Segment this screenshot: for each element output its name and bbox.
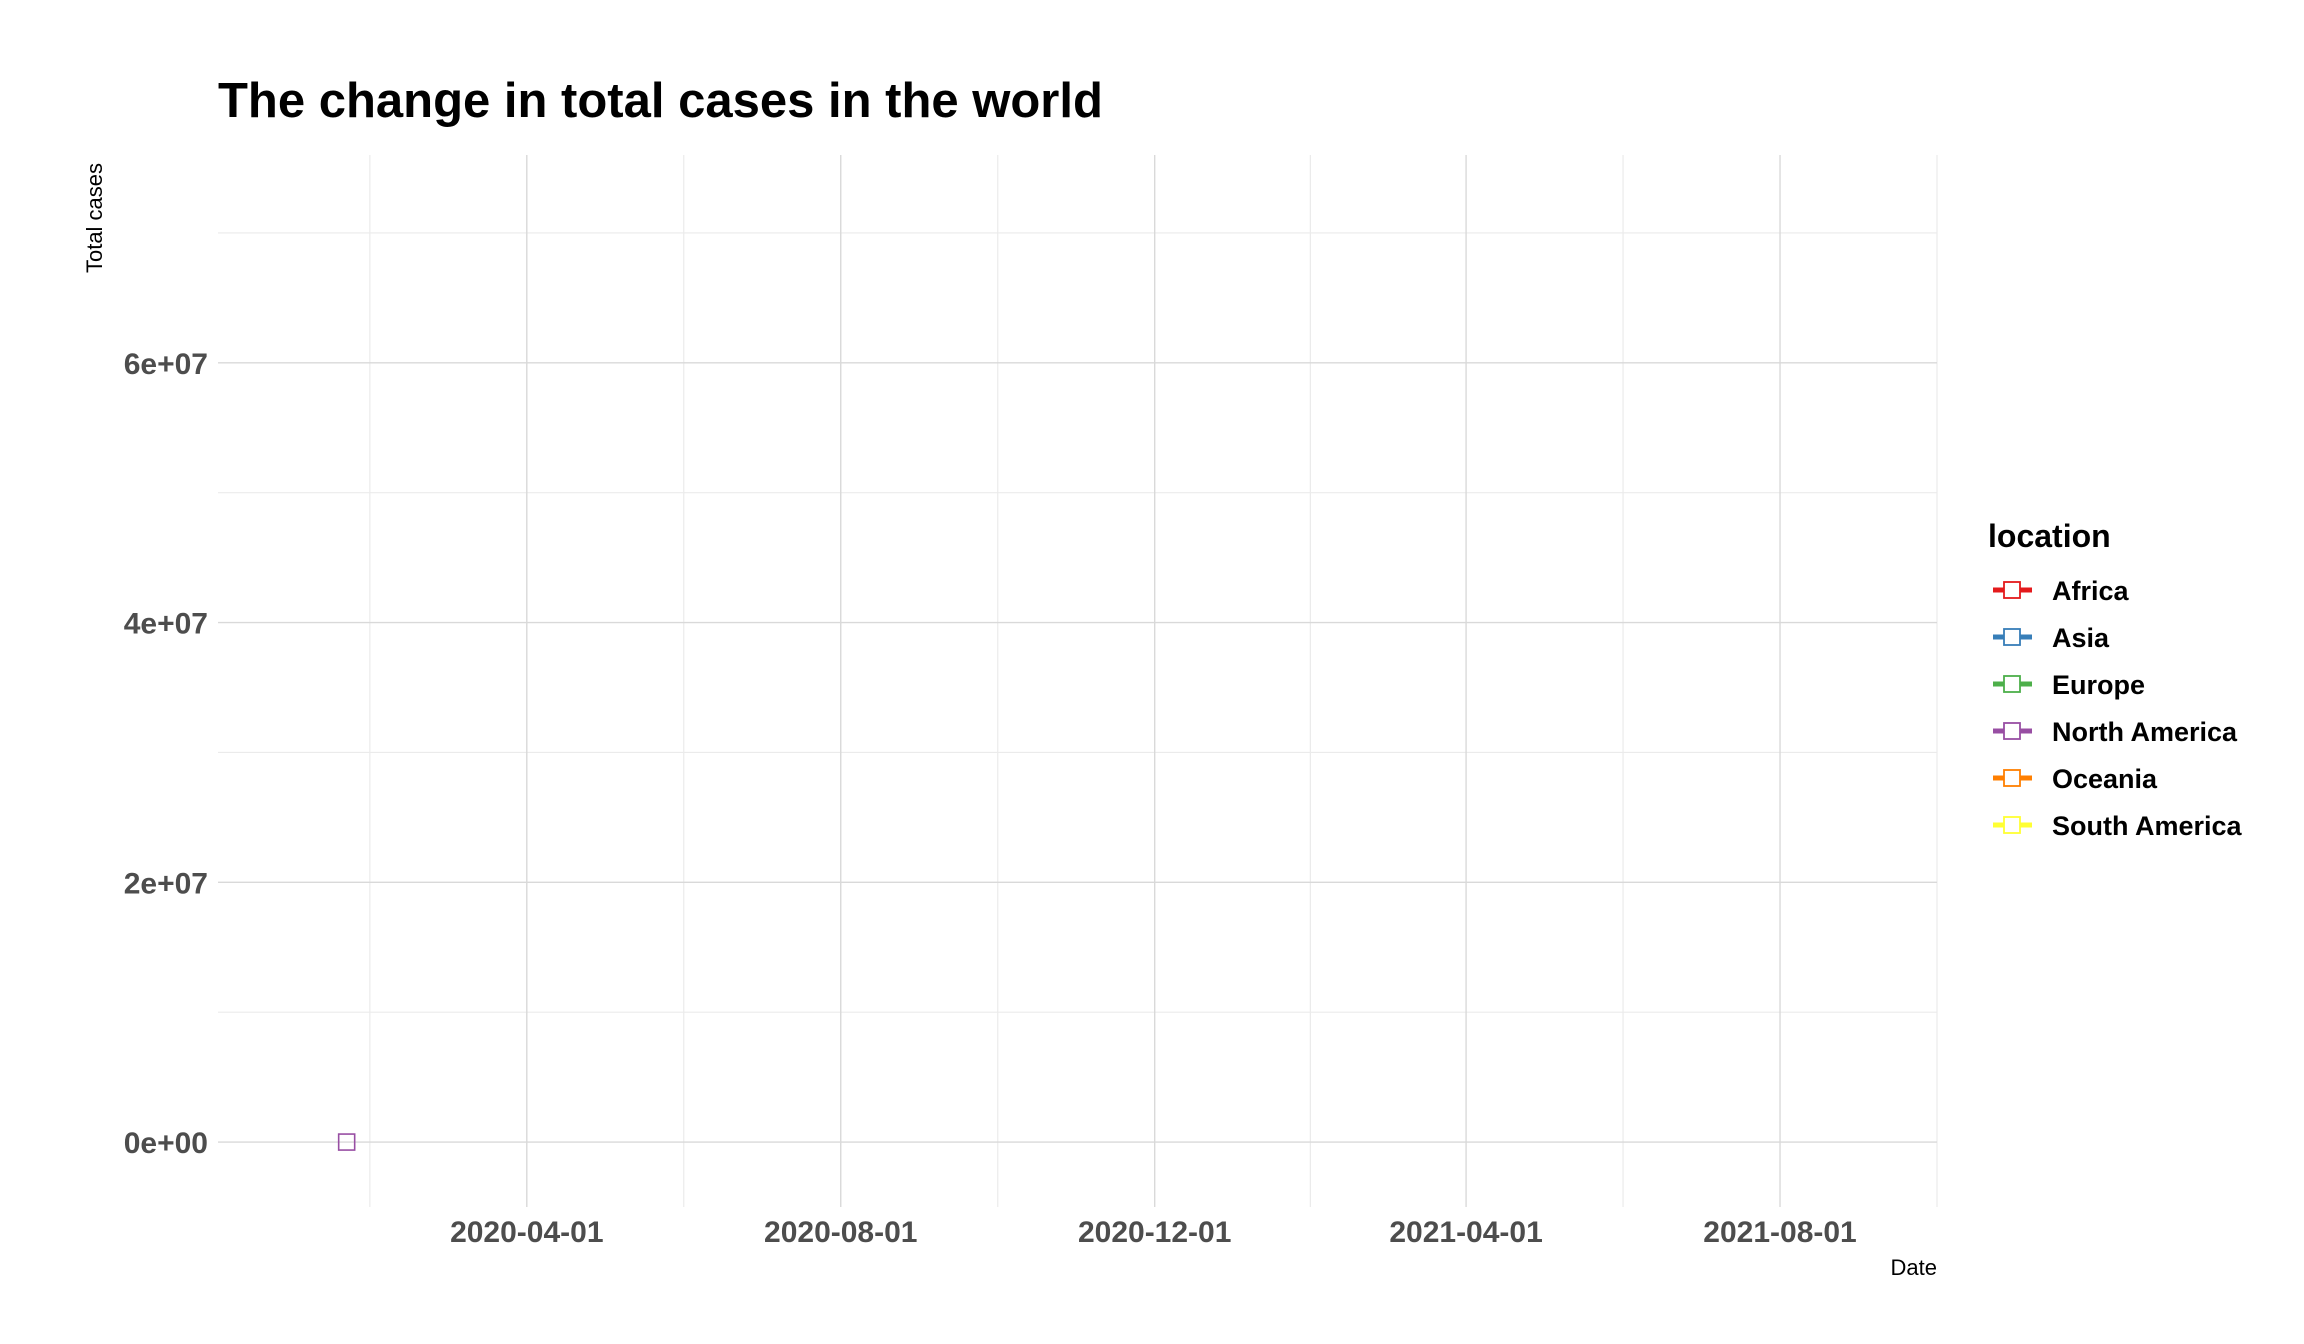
legend-title: location <box>1988 518 2111 554</box>
legend-key-point <box>2003 628 2021 646</box>
legend-label: Oceania <box>2052 764 2158 794</box>
legend-item-africa: Africa <box>1993 576 2130 606</box>
legend-label: Asia <box>2052 623 2110 653</box>
y-axis-title: Total cases <box>82 163 107 273</box>
series-layer <box>337 1133 356 1151</box>
legend-key-point <box>2003 816 2021 834</box>
legend-key-point <box>2003 581 2021 599</box>
x-tick-label: 2020-08-01 <box>764 1216 917 1249</box>
major-gridlines <box>218 155 1937 1207</box>
legend-item-asia: Asia <box>1993 623 2110 653</box>
legend-item-north-america: North America <box>1993 717 2238 747</box>
data-point-north-america <box>337 1133 356 1151</box>
x-tick-label: 2021-04-01 <box>1389 1216 1542 1249</box>
minor-gridlines <box>218 155 1938 1207</box>
y-tick-label: 0e+00 <box>124 1127 208 1160</box>
legend-label: Europe <box>2052 670 2145 700</box>
x-tick-label: 2020-12-01 <box>1078 1216 1231 1249</box>
y-axis-tick-labels: 0e+00 2e+07 4e+07 6e+07 <box>124 348 208 1160</box>
legend-key-point <box>2003 769 2021 787</box>
chart-title: The change in total cases in the world <box>218 74 1103 128</box>
legend-key-point <box>2003 722 2021 740</box>
x-tick-label: 2020-04-01 <box>450 1216 603 1249</box>
x-axis-tick-labels: 2020-04-01 2020-08-01 2020-12-01 2021-04-01… <box>450 1216 1857 1249</box>
y-tick-label: 6e+07 <box>124 348 208 381</box>
x-tick-label: 2021-08-01 <box>1703 1216 1856 1249</box>
legend: location Africa Asia Europe North America Oc… <box>1988 518 2243 841</box>
legend-label: Africa <box>2052 576 2130 606</box>
legend-label: North America <box>2052 717 2238 747</box>
legend-label: South America <box>2052 811 2243 841</box>
legend-key-point <box>2003 675 2021 693</box>
y-tick-label: 4e+07 <box>124 608 208 641</box>
legend-item-south-america: South America <box>1993 811 2243 841</box>
x-axis-title: Date <box>1891 1255 1937 1280</box>
y-tick-label: 2e+07 <box>124 867 208 900</box>
legend-item-oceania: Oceania <box>1993 764 2158 794</box>
legend-item-europe: Europe <box>1993 670 2145 700</box>
